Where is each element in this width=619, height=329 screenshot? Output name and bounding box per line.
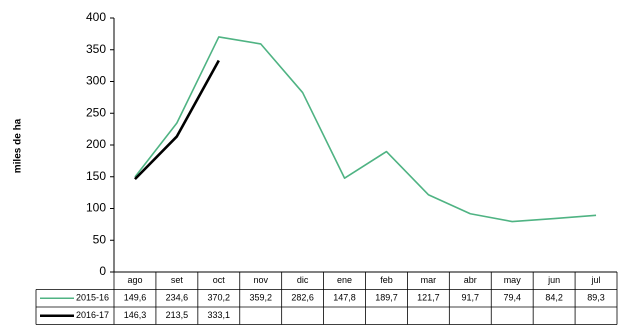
y-tick-label: 300 xyxy=(86,74,106,88)
y-tick-label: 400 xyxy=(86,10,106,24)
table-value: 121,7 xyxy=(417,293,440,303)
table-value: 91,7 xyxy=(462,293,480,303)
x-tick-label: abr xyxy=(464,275,477,285)
table-value: 89,3 xyxy=(587,293,605,303)
table-value: 146,3 xyxy=(124,310,147,320)
x-tick-label: jul xyxy=(591,275,601,285)
table-value: 213,5 xyxy=(166,310,189,320)
legend-label: 2015-16 xyxy=(76,293,109,303)
x-tick-label: ago xyxy=(127,275,142,285)
y-tick-label: 0 xyxy=(99,264,106,278)
table-value: 84,2 xyxy=(545,293,563,303)
x-tick-label: mar xyxy=(421,275,437,285)
series-line xyxy=(134,36,597,223)
y-tick-label: 150 xyxy=(86,169,106,183)
table-value: 234,6 xyxy=(166,293,189,303)
x-tick-label: dic xyxy=(297,275,309,285)
table-value: 147,8 xyxy=(333,293,356,303)
x-tick-label: set xyxy=(171,275,184,285)
legend-label: 2016-17 xyxy=(76,310,109,320)
x-tick-label: feb xyxy=(380,275,393,285)
x-tick-label: may xyxy=(504,275,522,285)
table-value: 79,4 xyxy=(503,293,521,303)
table-value: 333,1 xyxy=(208,310,231,320)
table-value: 370,2 xyxy=(208,293,231,303)
table-value: 189,7 xyxy=(375,293,398,303)
table-value: 282,6 xyxy=(291,293,314,303)
x-tick-label: nov xyxy=(253,275,268,285)
y-tick-label: 250 xyxy=(86,105,106,119)
x-tick-label: ene xyxy=(337,275,352,285)
y-tick-label: 200 xyxy=(86,137,106,151)
table-value: 359,2 xyxy=(249,293,272,303)
table-value: 149,6 xyxy=(124,293,147,303)
series-line xyxy=(134,59,220,181)
y-tick-label: 350 xyxy=(86,42,106,56)
x-tick-label: oct xyxy=(213,275,226,285)
x-tick-label: jun xyxy=(547,275,560,285)
y-tick-label: 50 xyxy=(93,232,107,246)
y-tick-label: 100 xyxy=(86,201,106,215)
y-axis-label: miles de ha xyxy=(13,118,24,173)
